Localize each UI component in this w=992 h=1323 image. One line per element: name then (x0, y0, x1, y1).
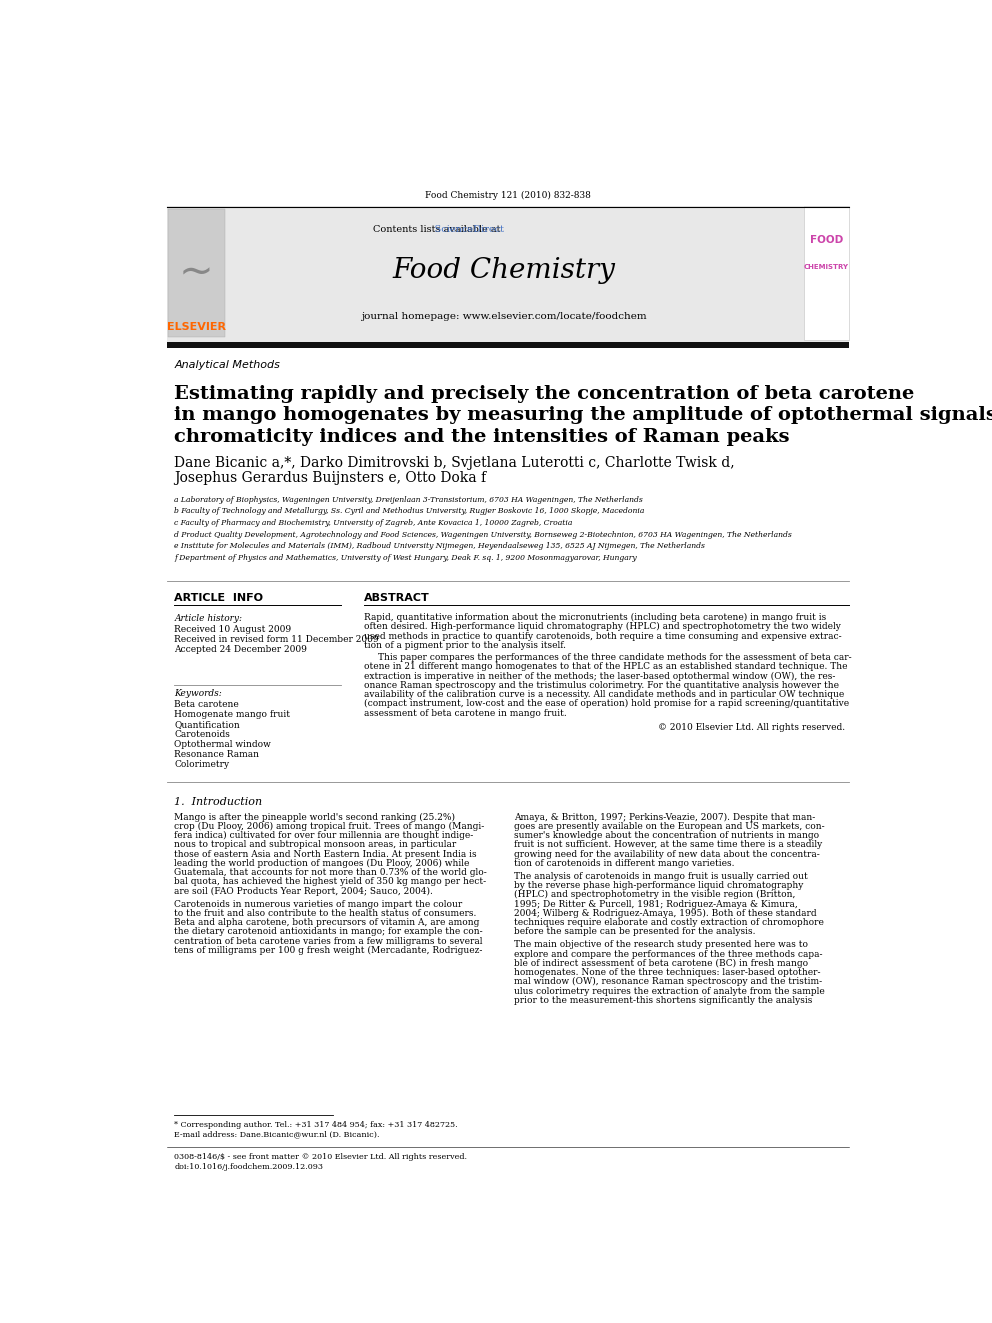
Text: ulus colorimetry requires the extraction of analyte from the sample: ulus colorimetry requires the extraction… (514, 987, 824, 996)
Text: crop (Du Plooy, 2006) among tropical fruit. Trees of mango (Mangi-: crop (Du Plooy, 2006) among tropical fru… (175, 822, 485, 831)
Text: fruit is not sufficient. However, at the same time there is a steadily: fruit is not sufficient. However, at the… (514, 840, 822, 849)
Text: Received in revised form 11 December 2009: Received in revised form 11 December 200… (175, 635, 379, 644)
Text: Dane Bicanic a,*, Darko Dimitrovski b, Svjetlana Luterotti c, Charlotte Twisk d,: Dane Bicanic a,*, Darko Dimitrovski b, S… (175, 456, 735, 470)
Text: b Faculty of Technology and Metallurgy, Ss. Cyril and Methodius University, Rugj: b Faculty of Technology and Metallurgy, … (175, 508, 645, 516)
Text: The main objective of the research study presented here was to: The main objective of the research study… (514, 941, 807, 950)
Text: Mango is after the pineapple world's second ranking (25.2%): Mango is after the pineapple world's sec… (175, 812, 455, 822)
Text: Beta and alpha carotene, both precursors of vitamin A, are among: Beta and alpha carotene, both precursors… (175, 918, 480, 927)
Text: 2004; Wilberg & Rodriguez-Amaya, 1995). Both of these standard: 2004; Wilberg & Rodriguez-Amaya, 1995). … (514, 909, 816, 918)
Text: the dietary carotenoid antioxidants in mango; for example the con-: the dietary carotenoid antioxidants in m… (175, 927, 483, 937)
Text: doi:10.1016/j.foodchem.2009.12.093: doi:10.1016/j.foodchem.2009.12.093 (175, 1163, 323, 1171)
Text: Colorimetry: Colorimetry (175, 761, 229, 769)
Text: sumer's knowledge about the concentration of nutrients in mango: sumer's knowledge about the concentratio… (514, 831, 819, 840)
Text: assessment of beta carotene in mango fruit.: assessment of beta carotene in mango fru… (364, 709, 567, 717)
Text: Resonance Raman: Resonance Raman (175, 750, 259, 759)
Text: Analytical Methods: Analytical Methods (175, 360, 281, 370)
Text: goes are presently available on the European and US markets, con-: goes are presently available on the Euro… (514, 822, 824, 831)
Text: Amaya, & Britton, 1997; Perkins-Veazie, 2007). Despite that man-: Amaya, & Britton, 1997; Perkins-Veazie, … (514, 812, 815, 822)
Text: tens of milligrams per 100 g fresh weight (Mercadante, Rodriguez-: tens of milligrams per 100 g fresh weigh… (175, 946, 483, 955)
Text: ScienceDirect: ScienceDirect (347, 225, 504, 234)
Text: those of eastern Asia and North Eastern India. At present India is: those of eastern Asia and North Eastern … (175, 849, 477, 859)
Text: otene in 21 different mango homogenates to that of the HPLC as an established st: otene in 21 different mango homogenates … (364, 663, 848, 672)
Text: chromaticity indices and the intensities of Raman peaks: chromaticity indices and the intensities… (175, 427, 790, 446)
Text: used methods in practice to quantify carotenoids, both require a time consuming : used methods in practice to quantify car… (364, 631, 842, 640)
Text: Received 10 August 2009: Received 10 August 2009 (175, 624, 292, 634)
Text: FOOD: FOOD (809, 234, 843, 245)
Text: Guatemala, that accounts for not more than 0.73% of the world glo-: Guatemala, that accounts for not more th… (175, 868, 487, 877)
Text: techniques require elaborate and costly extraction of chromophore: techniques require elaborate and costly … (514, 918, 823, 927)
Text: in mango homogenates by measuring the amplitude of optothermal signals,: in mango homogenates by measuring the am… (175, 406, 992, 425)
Text: nous to tropical and subtropical monsoon areas, in particular: nous to tropical and subtropical monsoon… (175, 840, 456, 849)
Bar (167, 343, 848, 348)
Text: Article history:: Article history: (175, 614, 242, 623)
Text: Quantification: Quantification (175, 720, 240, 729)
Bar (169, 209, 225, 337)
Text: 1.  Introduction: 1. Introduction (175, 798, 263, 807)
Text: ABSTRACT: ABSTRACT (364, 593, 430, 603)
Text: ARTICLE  INFO: ARTICLE INFO (175, 593, 263, 603)
Text: 1995; De Ritter & Purcell, 1981; Rodriguez-Amaya & Kimura,: 1995; De Ritter & Purcell, 1981; Rodrigu… (514, 900, 798, 909)
Text: (compact instrument, low-cost and the ease of operation) hold promise for a rapi: (compact instrument, low-cost and the ea… (364, 700, 849, 709)
Text: prior to the measurement-this shortens significantly the analysis: prior to the measurement-this shortens s… (514, 996, 812, 1005)
Text: Beta carotene: Beta carotene (175, 700, 239, 709)
Text: availability of the calibration curve is a necessity. All candidate methods and : availability of the calibration curve is… (364, 691, 844, 699)
Text: Carotenoids in numerous varieties of mango impart the colour: Carotenoids in numerous varieties of man… (175, 900, 462, 909)
Text: d Product Quality Development, Agrotechnology and Food Sciences, Wageningen Univ: d Product Quality Development, Agrotechn… (175, 531, 793, 538)
Text: This paper compares the performances of the three candidate methods for the asse: This paper compares the performances of … (378, 654, 852, 663)
Text: ble of indirect assessment of beta carotene (BC) in fresh mango: ble of indirect assessment of beta carot… (514, 959, 807, 968)
Text: before the sample can be presented for the analysis.: before the sample can be presented for t… (514, 927, 755, 937)
Text: ELSEVIER: ELSEVIER (167, 321, 225, 332)
Text: CHEMISTRY: CHEMISTRY (804, 263, 848, 270)
Text: journal homepage: www.elsevier.com/locate/foodchem: journal homepage: www.elsevier.com/locat… (361, 312, 647, 321)
Text: Contents lists available at: Contents lists available at (373, 225, 504, 234)
Text: often desired. High-performance liquid chromatography (HPLC) and spectrophotomet: often desired. High-performance liquid c… (364, 622, 841, 631)
Text: Homogenate mango fruit: Homogenate mango fruit (175, 710, 291, 720)
Text: Accepted 24 December 2009: Accepted 24 December 2009 (175, 644, 308, 654)
Text: to the fruit and also contribute to the health status of consumers.: to the fruit and also contribute to the … (175, 909, 477, 918)
Text: extraction is imperative in neither of the methods; the laser-based optothermal : extraction is imperative in neither of t… (364, 672, 835, 681)
Text: ~: ~ (179, 251, 213, 294)
Text: Food Chemistry 121 (2010) 832-838: Food Chemistry 121 (2010) 832-838 (426, 191, 591, 200)
Text: are soil (FAO Products Year Report, 2004; Sauco, 2004).: are soil (FAO Products Year Report, 2004… (175, 886, 434, 896)
Text: E-mail address: Dane.Bicanic@wur.nl (D. Bicanic).: E-mail address: Dane.Bicanic@wur.nl (D. … (175, 1130, 380, 1138)
Text: e Institute for Molecules and Materials (IMM), Radboud University Nijmegen, Heye: e Institute for Molecules and Materials … (175, 542, 705, 550)
Text: growing need for the availability of new data about the concentra-: growing need for the availability of new… (514, 849, 819, 859)
Text: tion of a pigment prior to the analysis itself.: tion of a pigment prior to the analysis … (364, 640, 566, 650)
Text: (HPLC) and spectrophotometry in the visible region (Britton,: (HPLC) and spectrophotometry in the visi… (514, 890, 796, 900)
Text: leading the world production of mangoes (Du Plooy, 2006) while: leading the world production of mangoes … (175, 859, 470, 868)
Text: * Corresponding author. Tel.: +31 317 484 954; fax: +31 317 482725.: * Corresponding author. Tel.: +31 317 48… (175, 1121, 458, 1129)
Text: f Department of Physics and Mathematics, University of West Hungary, Deak F. sq.: f Department of Physics and Mathematics,… (175, 553, 637, 562)
Text: c Faculty of Pharmacy and Biochemistry, University of Zagreb, Ante Kovacica 1, 1: c Faculty of Pharmacy and Biochemistry, … (175, 519, 572, 527)
Text: 0308-8146/$ - see front matter © 2010 Elsevier Ltd. All rights reserved.: 0308-8146/$ - see front matter © 2010 El… (175, 1152, 467, 1160)
Text: explore and compare the performances of the three methods capa-: explore and compare the performances of … (514, 950, 822, 959)
Text: homogenates. None of the three techniques: laser-based optother-: homogenates. None of the three technique… (514, 968, 820, 978)
Text: onance Raman spectroscopy and the tristimulus colorimetry. For the quantitative : onance Raman spectroscopy and the tristi… (364, 681, 839, 689)
Text: Optothermal window: Optothermal window (175, 741, 271, 749)
Text: fera indica) cultivated for over four millennia are thought indige-: fera indica) cultivated for over four mi… (175, 831, 473, 840)
Text: Rapid, quantitative information about the micronutrients (including beta caroten: Rapid, quantitative information about th… (364, 613, 826, 622)
Bar (167, 206, 848, 343)
Text: Carotenoids: Carotenoids (175, 730, 230, 740)
Text: by the reverse phase high-performance liquid chromatography: by the reverse phase high-performance li… (514, 881, 804, 890)
Text: Josephus Gerardus Buijnsters e, Otto Doka f: Josephus Gerardus Buijnsters e, Otto Dok… (175, 471, 486, 486)
Text: bal quota, has achieved the highest yield of 350 kg mango per hect-: bal quota, has achieved the highest yiel… (175, 877, 486, 886)
Text: © 2010 Elsevier Ltd. All rights reserved.: © 2010 Elsevier Ltd. All rights reserved… (658, 722, 845, 732)
Text: centration of beta carotene varies from a few milligrams to several: centration of beta carotene varies from … (175, 937, 483, 946)
Text: Food Chemistry: Food Chemistry (392, 257, 615, 284)
Text: Estimating rapidly and precisely the concentration of beta carotene: Estimating rapidly and precisely the con… (175, 385, 915, 402)
Text: mal window (OW), resonance Raman spectroscopy and the tristim-: mal window (OW), resonance Raman spectro… (514, 978, 822, 987)
Text: tion of carotenoids in different mango varieties.: tion of carotenoids in different mango v… (514, 859, 734, 868)
Text: Keywords:: Keywords: (175, 689, 222, 699)
Text: a Laboratory of Biophysics, Wageningen University, Dreijenlaan 3-Transistorium, : a Laboratory of Biophysics, Wageningen U… (175, 496, 643, 504)
Text: The analysis of carotenoids in mango fruit is usually carried out: The analysis of carotenoids in mango fru… (514, 872, 807, 881)
Bar (805, 206, 848, 340)
